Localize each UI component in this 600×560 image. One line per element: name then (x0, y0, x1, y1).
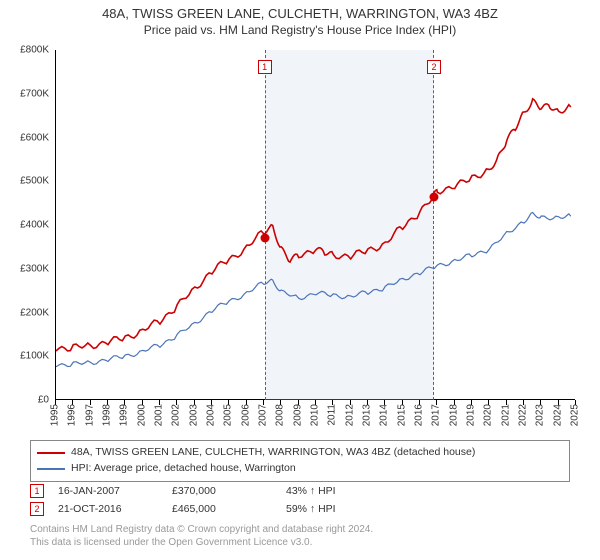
footnote-line-2: This data is licensed under the Open Gov… (30, 537, 570, 550)
plot-region: 1 2 (55, 50, 575, 400)
legend-box: 48A, TWISS GREEN LANE, CULCHETH, WARRING… (30, 440, 570, 482)
x-tick-label: 2018 (448, 404, 459, 426)
chart-container: 48A, TWISS GREEN LANE, CULCHETH, WARRING… (0, 0, 600, 560)
x-tick-label: 2022 (518, 404, 529, 426)
line-series-svg (56, 50, 576, 400)
x-tick-label: 2017 (431, 404, 442, 426)
legend-swatch-property (37, 452, 65, 454)
y-tick-label: £400K (0, 220, 49, 231)
x-tick-label: 2015 (396, 404, 407, 426)
x-tick-label: 2012 (344, 404, 355, 426)
y-tick-label: £300K (0, 263, 49, 274)
x-tick-label: 1997 (84, 404, 95, 426)
transaction-price: £465,000 (172, 503, 272, 515)
transaction-date: 21-OCT-2016 (58, 503, 158, 515)
transaction-hpi: 59% ↑ HPI (286, 503, 406, 515)
legend-swatch-hpi (37, 468, 65, 470)
x-tick-label: 2002 (171, 404, 182, 426)
x-tick-label: 2001 (154, 404, 165, 426)
x-tick-label: 2025 (570, 404, 581, 426)
transactions-table: 1 16-JAN-2007 £370,000 43% ↑ HPI 2 21-OC… (30, 482, 570, 518)
legend-row-property: 48A, TWISS GREEN LANE, CULCHETH, WARRING… (37, 445, 563, 461)
transaction-row: 1 16-JAN-2007 £370,000 43% ↑ HPI (30, 482, 570, 500)
x-tick-label: 2006 (240, 404, 251, 426)
series-line-property (56, 99, 571, 351)
x-tick-label: 2014 (379, 404, 390, 426)
y-tick-label: £100K (0, 351, 49, 362)
title-line-1: 48A, TWISS GREEN LANE, CULCHETH, WARRING… (0, 6, 600, 23)
legend-row-hpi: HPI: Average price, detached house, Warr… (37, 461, 563, 477)
series-line-hpi (56, 213, 571, 367)
x-tick-label: 2010 (310, 404, 321, 426)
title-line-2: Price paid vs. HM Land Registry's House … (0, 23, 600, 39)
x-tick-label: 2008 (275, 404, 286, 426)
y-tick-label: £700K (0, 88, 49, 99)
chart-area: 1 2 £0£100K£200K£300K£400K£500K£600K£700… (55, 50, 575, 400)
legend-label-property: 48A, TWISS GREEN LANE, CULCHETH, WARRING… (71, 445, 475, 461)
x-tick-label: 2016 (414, 404, 425, 426)
title-block: 48A, TWISS GREEN LANE, CULCHETH, WARRING… (0, 0, 600, 38)
sale-marker-dot-1 (260, 234, 269, 243)
x-tick-label: 1998 (102, 404, 113, 426)
transaction-date: 16-JAN-2007 (58, 485, 158, 497)
x-tick-label: 2009 (292, 404, 303, 426)
transaction-row: 2 21-OCT-2016 £465,000 59% ↑ HPI (30, 500, 570, 518)
sale-marker-dot-2 (430, 192, 439, 201)
transaction-price: £370,000 (172, 485, 272, 497)
y-tick-label: £200K (0, 307, 49, 318)
transaction-marker-icon: 2 (30, 502, 44, 516)
y-tick-label: £600K (0, 132, 49, 143)
x-tick-label: 2013 (362, 404, 373, 426)
x-tick-label: 2007 (258, 404, 269, 426)
transaction-hpi: 43% ↑ HPI (286, 485, 406, 497)
footnote-line-1: Contains HM Land Registry data © Crown c… (30, 524, 570, 537)
x-tick-label: 2024 (552, 404, 563, 426)
x-tick-label: 2005 (223, 404, 234, 426)
x-tick-label: 2020 (483, 404, 494, 426)
legend-label-hpi: HPI: Average price, detached house, Warr… (71, 461, 296, 477)
x-tick-label: 2023 (535, 404, 546, 426)
y-tick-label: £500K (0, 176, 49, 187)
x-tick-label: 2004 (206, 404, 217, 426)
footnote: Contains HM Land Registry data © Crown c… (30, 524, 570, 549)
x-tick-label: 1996 (67, 404, 78, 426)
x-tick-label: 2003 (188, 404, 199, 426)
x-tick-label: 1995 (50, 404, 61, 426)
y-tick-label: £0 (0, 395, 49, 406)
x-tick-label: 1999 (119, 404, 130, 426)
x-tick-label: 2000 (136, 404, 147, 426)
y-tick-label: £800K (0, 45, 49, 56)
x-tick-label: 2021 (500, 404, 511, 426)
x-tick-label: 2019 (466, 404, 477, 426)
x-tick-label: 2011 (327, 404, 338, 426)
transaction-marker-icon: 1 (30, 484, 44, 498)
